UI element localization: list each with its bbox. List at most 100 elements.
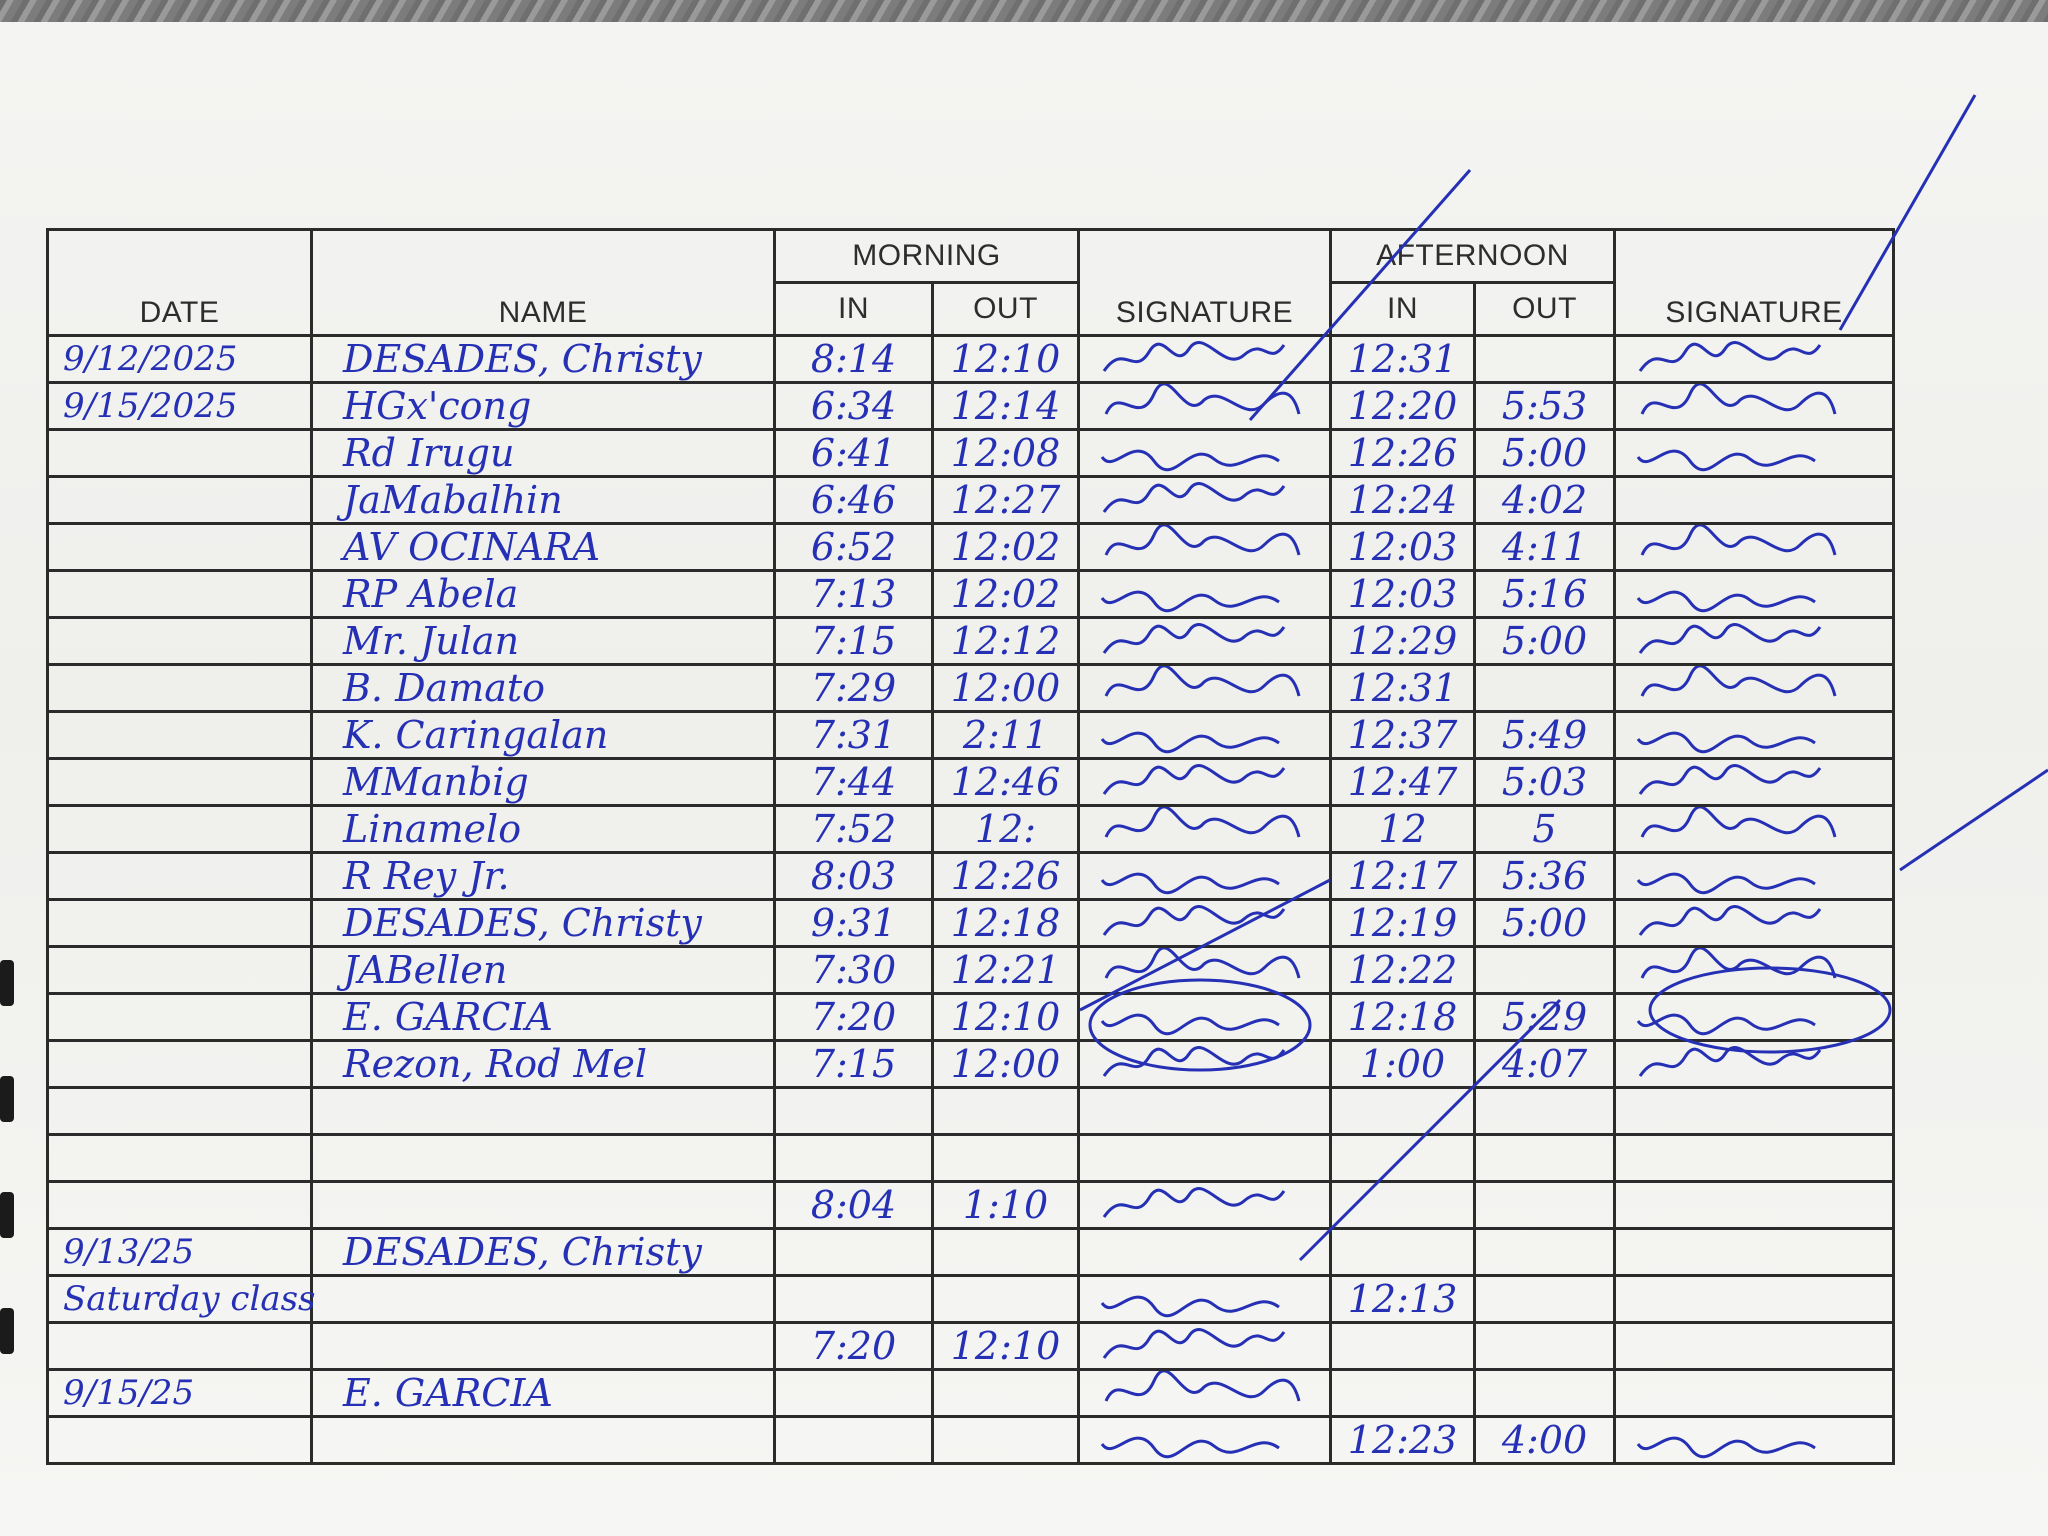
afternoon-signature-cell xyxy=(1613,898,1895,948)
binder-rings xyxy=(0,960,22,1424)
afternoon-in-cell xyxy=(1329,1227,1476,1277)
afternoon-in-cell: 12:18 xyxy=(1329,992,1476,1042)
date-cell xyxy=(46,616,313,666)
handwritten-signature xyxy=(1104,1371,1301,1402)
morning-in-cell: 6:46 xyxy=(773,475,934,525)
handwritten-signature xyxy=(1102,1046,1286,1077)
morning-signature-cell xyxy=(1077,945,1332,995)
table-row: K. Caringalan 7:31 2:11 12:37 5:49 xyxy=(46,710,1895,760)
morning-in-cell: 6:41 xyxy=(773,428,934,478)
binder-ring xyxy=(0,1308,14,1354)
afternoon-out-cell: 5:00 xyxy=(1473,428,1616,478)
table-row: 9/13/25 DESADES, Christy xyxy=(46,1227,1895,1277)
name-cell xyxy=(310,1415,776,1465)
handwritten-signature xyxy=(1104,384,1301,415)
name-cell: AV OCINARA xyxy=(310,522,776,572)
afternoon-in-cell: 12:24 xyxy=(1329,475,1476,525)
handwritten-signature xyxy=(1104,666,1301,697)
table-row: Linamelo 7:52 12: 12 5 xyxy=(46,804,1895,854)
header-afternoon-in: IN xyxy=(1329,281,1476,337)
date-cell xyxy=(46,898,313,948)
handwritten-signature xyxy=(1636,590,1816,613)
afternoon-in-cell: 12:26 xyxy=(1329,428,1476,478)
signature-stroke xyxy=(1104,525,1301,556)
signature-stroke xyxy=(1640,948,1837,979)
afternoon-signature-cell xyxy=(1613,1086,1895,1136)
table-row: 8:04 1:10 xyxy=(46,1180,1895,1230)
handwritten-signature xyxy=(1636,872,1816,895)
morning-in-cell xyxy=(773,1368,934,1418)
handwritten-signature xyxy=(1636,731,1816,754)
morning-in-cell: 9:31 xyxy=(773,898,934,948)
table-row: 9/15/25 E. GARCIA xyxy=(46,1368,1895,1418)
morning-out-cell: 12:18 xyxy=(931,898,1080,948)
afternoon-signature-cell xyxy=(1613,1321,1895,1371)
date-cell xyxy=(46,992,313,1042)
signature-stroke xyxy=(1640,807,1837,838)
morning-out-cell: 12:02 xyxy=(931,569,1080,619)
morning-signature-cell xyxy=(1077,475,1332,525)
name-cell xyxy=(310,1321,776,1371)
signature-stroke xyxy=(1100,1436,1280,1459)
afternoon-in-cell: 12:29 xyxy=(1329,616,1476,666)
name-cell: JABellen xyxy=(310,945,776,995)
date-cell xyxy=(46,1321,313,1371)
afternoon-signature-cell xyxy=(1613,475,1895,525)
header-afternoon-signature: SIGNATURE xyxy=(1613,228,1895,337)
morning-out-cell: 12:10 xyxy=(931,334,1080,384)
afternoon-in-cell xyxy=(1329,1180,1476,1230)
handwritten-signature xyxy=(1100,590,1280,613)
afternoon-in-cell: 12:17 xyxy=(1329,851,1476,901)
afternoon-signature-cell xyxy=(1613,1227,1895,1277)
afternoon-signature-cell xyxy=(1613,945,1895,995)
morning-out-cell: 12:27 xyxy=(931,475,1080,525)
signature-stroke xyxy=(1100,1295,1280,1318)
morning-signature-cell xyxy=(1077,1415,1332,1465)
signature-stroke xyxy=(1640,525,1837,556)
date-cell xyxy=(46,1086,313,1136)
name-cell: RP Abela xyxy=(310,569,776,619)
signature-stroke xyxy=(1104,1371,1301,1402)
morning-in-cell: 7:20 xyxy=(773,992,934,1042)
afternoon-out-cell: 4:11 xyxy=(1473,522,1616,572)
binder-ring xyxy=(0,1076,14,1122)
table-row: MManbig 7:44 12:46 12:47 5:03 xyxy=(46,757,1895,807)
morning-out-cell: 12:00 xyxy=(931,1039,1080,1089)
name-cell: JaMabalhin xyxy=(310,475,776,525)
morning-in-cell: 7:30 xyxy=(773,945,934,995)
name-cell: DESADES, Christy xyxy=(310,898,776,948)
afternoon-signature-cell xyxy=(1613,1368,1895,1418)
afternoon-signature-cell xyxy=(1613,616,1895,666)
handwritten-signature xyxy=(1638,623,1822,654)
signature-stroke xyxy=(1102,341,1286,372)
signature-stroke xyxy=(1102,1328,1286,1359)
name-cell: E. GARCIA xyxy=(310,1368,776,1418)
morning-in-cell xyxy=(773,1227,934,1277)
table-row: E. GARCIA 7:20 12:10 12:18 5:29 xyxy=(46,992,1895,1042)
afternoon-in-cell: 12:47 xyxy=(1329,757,1476,807)
afternoon-in-cell xyxy=(1329,1133,1476,1183)
morning-signature-cell xyxy=(1077,851,1332,901)
signature-stroke xyxy=(1636,731,1816,754)
signature-stroke xyxy=(1638,623,1822,654)
table-row: JABellen 7:30 12:21 12:22 xyxy=(46,945,1895,995)
name-cell: R Rey Jr. xyxy=(310,851,776,901)
afternoon-in-cell: 1:00 xyxy=(1329,1039,1476,1089)
table-row xyxy=(46,1086,1895,1136)
name-cell: DESADES, Christy xyxy=(310,1227,776,1277)
handwritten-signature xyxy=(1102,1187,1286,1218)
signature-stroke xyxy=(1638,341,1822,372)
morning-signature-cell xyxy=(1077,1039,1332,1089)
morning-out-cell: 12:46 xyxy=(931,757,1080,807)
signature-stroke xyxy=(1102,1046,1286,1077)
morning-out-cell xyxy=(931,1274,1080,1324)
date-cell xyxy=(46,1039,313,1089)
header-morning-signature: SIGNATURE xyxy=(1077,228,1332,337)
morning-signature-cell xyxy=(1077,428,1332,478)
binder-ring xyxy=(0,1192,14,1238)
signature-stroke xyxy=(1100,590,1280,613)
morning-out-cell: 12:08 xyxy=(931,428,1080,478)
morning-signature-cell xyxy=(1077,1227,1332,1277)
signature-stroke xyxy=(1636,449,1816,472)
morning-in-cell: 7:20 xyxy=(773,1321,934,1371)
